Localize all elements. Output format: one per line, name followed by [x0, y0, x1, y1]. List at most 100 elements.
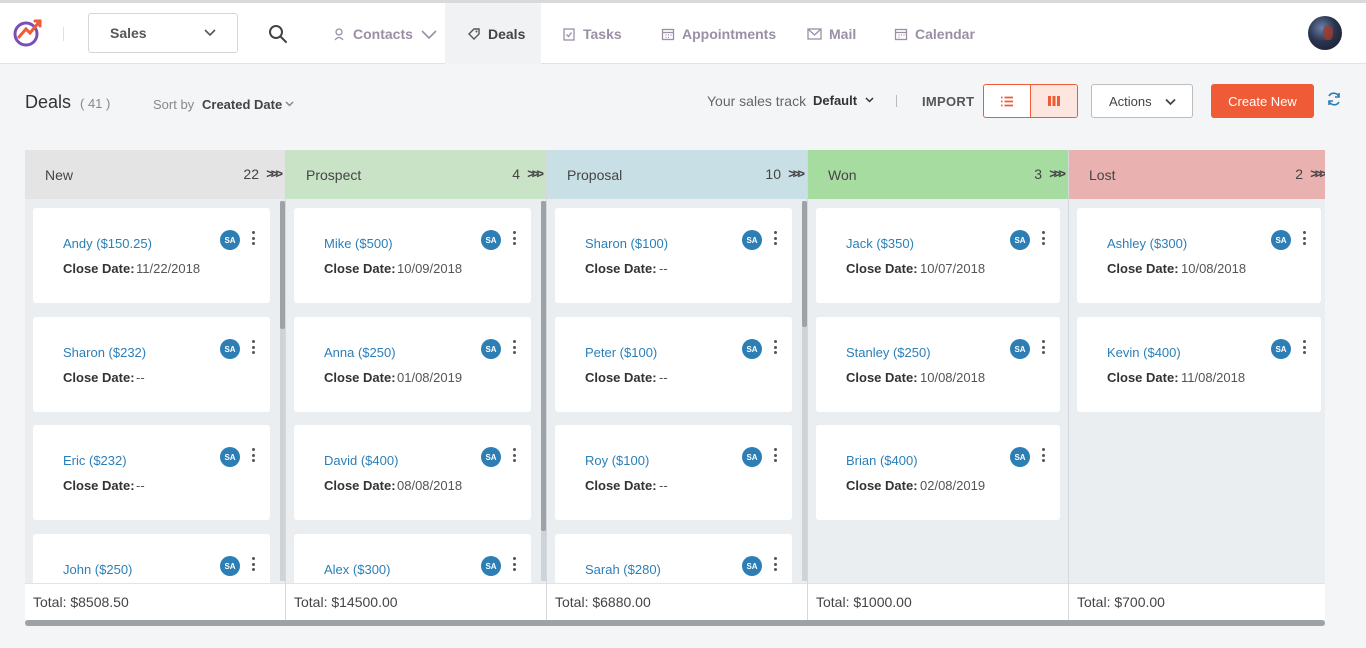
- owner-badge[interactable]: SA: [220, 556, 240, 576]
- owner-badge[interactable]: SA: [1271, 339, 1291, 359]
- chevron-down-icon[interactable]: [865, 97, 874, 103]
- deal-title[interactable]: Eric ($232): [63, 453, 127, 468]
- deal-card[interactable]: Kevin ($400) Close Date: 11/08/2018 SA: [1077, 317, 1321, 412]
- board-view-button[interactable]: [1030, 85, 1077, 117]
- nav-calendar[interactable]: Calendar: [894, 3, 975, 64]
- more-options-icon[interactable]: [1038, 339, 1048, 355]
- more-options-icon[interactable]: [1038, 230, 1048, 246]
- deal-title[interactable]: Mike ($500): [324, 236, 393, 251]
- deal-card[interactable]: Alex ($300) SA: [294, 534, 531, 583]
- owner-badge[interactable]: SA: [1010, 339, 1030, 359]
- owner-badge[interactable]: SA: [481, 447, 501, 467]
- import-link[interactable]: IMPORT: [922, 94, 975, 109]
- more-options-icon[interactable]: [1299, 339, 1309, 355]
- owner-badge[interactable]: SA: [481, 556, 501, 576]
- chevron-down-icon[interactable]: [285, 101, 294, 107]
- more-options-icon[interactable]: [770, 230, 780, 246]
- column-scrollbar-thumb[interactable]: [802, 201, 807, 327]
- deal-title[interactable]: Stanley ($250): [846, 345, 931, 360]
- deal-card[interactable]: Andy ($150.25) Close Date: 11/22/2018 SA: [33, 208, 270, 303]
- more-options-icon[interactable]: [1299, 230, 1309, 246]
- column-scrollbar-thumb[interactable]: [541, 201, 546, 531]
- more-options-icon[interactable]: [509, 447, 519, 463]
- create-new-button[interactable]: Create New: [1211, 84, 1314, 118]
- nav-deals[interactable]: Deals: [445, 3, 541, 64]
- app-logo-icon[interactable]: [11, 17, 43, 49]
- deal-title[interactable]: John ($250): [63, 562, 133, 577]
- user-avatar[interactable]: [1308, 16, 1342, 50]
- deal-card[interactable]: Eric ($232) Close Date: -- SA: [33, 425, 270, 520]
- owner-badge[interactable]: SA: [220, 230, 240, 250]
- deal-card[interactable]: Peter ($100) Close Date: -- SA: [555, 317, 792, 412]
- more-options-icon[interactable]: [248, 447, 258, 463]
- owner-badge[interactable]: SA: [220, 339, 240, 359]
- stage-header[interactable]: Lost 2 >>>: [1069, 150, 1325, 199]
- deal-card[interactable]: Roy ($100) Close Date: -- SA: [555, 425, 792, 520]
- search-icon[interactable]: [268, 24, 288, 44]
- nav-appointments[interactable]: Appointments: [661, 3, 776, 64]
- stage-header[interactable]: New 22 >>>: [25, 150, 285, 199]
- owner-badge[interactable]: SA: [481, 230, 501, 250]
- deal-title[interactable]: Sarah ($280): [585, 562, 661, 577]
- nav-mail[interactable]: Mail: [807, 3, 856, 64]
- deal-card[interactable]: Sharon ($100) Close Date: -- SA: [555, 208, 792, 303]
- deal-title[interactable]: Roy ($100): [585, 453, 650, 468]
- more-options-icon[interactable]: [248, 339, 258, 355]
- deal-title[interactable]: Sharon ($100): [585, 236, 669, 251]
- owner-badge[interactable]: SA: [742, 230, 762, 250]
- owner-badge[interactable]: SA: [742, 447, 762, 467]
- owner-badge[interactable]: SA: [481, 339, 501, 359]
- board-horizontal-scrollbar[interactable]: [25, 620, 1325, 626]
- deal-card[interactable]: Sharon ($232) Close Date: -- SA: [33, 317, 270, 412]
- deal-card[interactable]: Ashley ($300) Close Date: 10/08/2018 SA: [1077, 208, 1321, 303]
- more-options-icon[interactable]: [509, 556, 519, 572]
- close-date-value: 08/08/2018: [397, 478, 463, 493]
- stage-header[interactable]: Prospect 4 >>>: [286, 150, 546, 199]
- deal-title[interactable]: Jack ($350): [846, 236, 914, 251]
- more-options-icon[interactable]: [509, 339, 519, 355]
- more-options-icon[interactable]: [509, 230, 519, 246]
- column-scrollbar-thumb[interactable]: [280, 201, 285, 329]
- deal-title[interactable]: Sharon ($232): [63, 345, 147, 360]
- owner-badge[interactable]: SA: [220, 447, 240, 467]
- more-options-icon[interactable]: [770, 447, 780, 463]
- deal-title[interactable]: Kevin ($400): [1107, 345, 1181, 360]
- stage-header[interactable]: Won 3 >>>: [808, 150, 1068, 199]
- sort-select[interactable]: Created Date: [202, 97, 283, 112]
- owner-badge[interactable]: SA: [1010, 447, 1030, 467]
- owner-badge[interactable]: SA: [742, 556, 762, 576]
- deal-card[interactable]: David ($400) Close Date: 08/08/2018 SA: [294, 425, 531, 520]
- owner-badge[interactable]: SA: [1010, 230, 1030, 250]
- more-options-icon[interactable]: [248, 556, 258, 572]
- deal-card[interactable]: Brian ($400) Close Date: 02/08/2019 SA: [816, 425, 1060, 520]
- deal-card[interactable]: Stanley ($250) Close Date: 10/08/2018 SA: [816, 317, 1060, 412]
- nav-contacts[interactable]: Contacts: [332, 3, 437, 64]
- more-options-icon[interactable]: [248, 230, 258, 246]
- list-view-button[interactable]: [984, 85, 1030, 117]
- column-scrollbar[interactable]: [280, 201, 285, 581]
- column-scrollbar[interactable]: [802, 201, 807, 581]
- owner-badge[interactable]: SA: [1271, 230, 1291, 250]
- nav-tasks[interactable]: Tasks: [562, 3, 622, 64]
- module-select[interactable]: Sales: [88, 13, 238, 53]
- sales-track-select[interactable]: Default: [813, 93, 858, 108]
- more-options-icon[interactable]: [1038, 447, 1048, 463]
- actions-button[interactable]: Actions: [1091, 84, 1193, 118]
- stage-header[interactable]: Proposal 10 >>>: [547, 150, 807, 199]
- deal-card[interactable]: John ($250) SA: [33, 534, 270, 583]
- deal-card[interactable]: Sarah ($280) SA: [555, 534, 792, 583]
- deal-card[interactable]: Anna ($250) Close Date: 01/08/2019 SA: [294, 317, 531, 412]
- deal-title[interactable]: Alex ($300): [324, 562, 391, 577]
- deal-card[interactable]: Mike ($500) Close Date: 10/09/2018 SA: [294, 208, 531, 303]
- more-options-icon[interactable]: [770, 339, 780, 355]
- deal-title[interactable]: David ($400): [324, 453, 399, 468]
- deal-title[interactable]: Brian ($400): [846, 453, 918, 468]
- refresh-icon[interactable]: [1326, 91, 1342, 107]
- deal-card[interactable]: Jack ($350) Close Date: 10/07/2018 SA: [816, 208, 1060, 303]
- deal-title[interactable]: Anna ($250): [324, 345, 396, 360]
- deal-title[interactable]: Ashley ($300): [1107, 236, 1188, 251]
- more-options-icon[interactable]: [770, 556, 780, 572]
- deal-title[interactable]: Andy ($150.25): [63, 236, 152, 251]
- deal-title[interactable]: Peter ($100): [585, 345, 658, 360]
- owner-badge[interactable]: SA: [742, 339, 762, 359]
